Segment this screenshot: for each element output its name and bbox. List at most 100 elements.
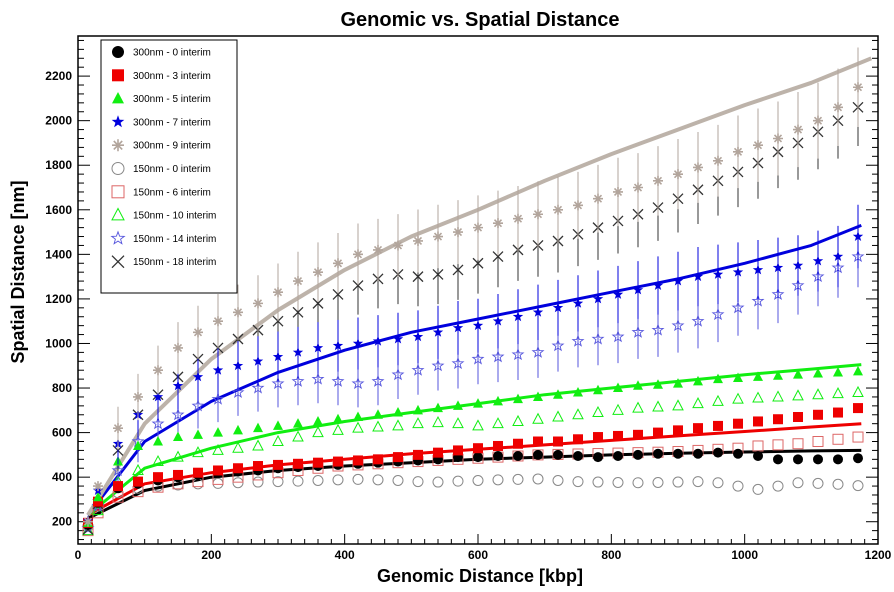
data-point bbox=[713, 447, 723, 458]
data-point bbox=[553, 449, 563, 460]
data-point bbox=[812, 436, 824, 448]
data-point bbox=[491, 349, 505, 363]
data-point bbox=[692, 271, 704, 282]
data-point bbox=[153, 436, 163, 446]
data-point bbox=[572, 297, 584, 308]
data-point bbox=[433, 402, 443, 413]
data-point bbox=[273, 287, 283, 298]
legend-swatch bbox=[111, 185, 125, 199]
data-point bbox=[532, 306, 544, 317]
data-point bbox=[232, 477, 244, 489]
data-point bbox=[173, 469, 183, 480]
data-point bbox=[153, 472, 163, 483]
x-tick-label: 1200 bbox=[865, 548, 892, 562]
data-point bbox=[673, 448, 683, 459]
data-point bbox=[752, 483, 764, 495]
data-point bbox=[171, 407, 185, 421]
data-point bbox=[432, 476, 444, 488]
data-point bbox=[713, 373, 723, 384]
data-point bbox=[632, 284, 644, 295]
data-point bbox=[232, 360, 244, 371]
data-point bbox=[852, 385, 864, 397]
legend-label: 150nm - 18 interim bbox=[133, 257, 216, 268]
data-point bbox=[92, 507, 104, 519]
data-point bbox=[333, 258, 343, 269]
data-point bbox=[572, 476, 584, 488]
data-point bbox=[693, 375, 703, 386]
data-point bbox=[792, 260, 804, 270]
data-point bbox=[613, 430, 623, 441]
data-point bbox=[772, 480, 784, 492]
data-point bbox=[412, 417, 424, 429]
data-point bbox=[672, 399, 684, 411]
data-point bbox=[252, 439, 264, 451]
data-point bbox=[452, 264, 464, 276]
x-axis-label: Genomic Distance [kbp] bbox=[377, 566, 583, 586]
data-point bbox=[373, 244, 383, 255]
data-point bbox=[272, 434, 284, 447]
data-point bbox=[693, 448, 703, 459]
data-point bbox=[492, 251, 504, 263]
legend-label: 300nm - 3 interim bbox=[133, 71, 211, 82]
data-point bbox=[312, 475, 324, 486]
chart-title: Genomic vs. Spatial Distance bbox=[341, 9, 620, 31]
data-point bbox=[411, 363, 425, 376]
data-point bbox=[653, 175, 663, 186]
data-point bbox=[773, 454, 783, 465]
data-point bbox=[812, 255, 824, 266]
data-point bbox=[712, 268, 724, 279]
x-tick-label: 0 bbox=[75, 548, 82, 562]
data-point bbox=[273, 459, 283, 470]
data-point bbox=[492, 315, 504, 326]
data-point bbox=[772, 262, 784, 273]
data-point bbox=[152, 454, 164, 467]
data-point bbox=[493, 450, 503, 461]
data-point bbox=[172, 380, 184, 391]
legend-swatch bbox=[110, 230, 126, 245]
data-point bbox=[511, 347, 525, 361]
data-point bbox=[153, 365, 163, 376]
data-point bbox=[671, 318, 685, 332]
data-point bbox=[292, 306, 304, 318]
data-point bbox=[832, 387, 844, 399]
data-point bbox=[312, 426, 324, 438]
data-point bbox=[93, 481, 103, 492]
data-point bbox=[632, 401, 644, 413]
series-group bbox=[82, 204, 864, 526]
data-point bbox=[672, 275, 684, 286]
data-point bbox=[673, 169, 683, 180]
y-tick-label: 800 bbox=[52, 381, 72, 395]
data-point bbox=[753, 416, 763, 427]
data-point bbox=[113, 423, 123, 434]
data-point bbox=[611, 329, 625, 343]
data-point bbox=[332, 423, 344, 435]
data-point bbox=[653, 379, 663, 389]
y-tick-label: 400 bbox=[52, 470, 72, 484]
data-point bbox=[412, 476, 424, 488]
data-point bbox=[453, 227, 463, 238]
data-point bbox=[833, 407, 843, 418]
legend-label: 300nm - 7 interim bbox=[133, 117, 211, 128]
data-point bbox=[573, 434, 583, 445]
data-point bbox=[432, 268, 444, 280]
data-point bbox=[133, 440, 143, 450]
data-point bbox=[832, 433, 844, 445]
data-point bbox=[493, 395, 503, 406]
data-point bbox=[412, 271, 424, 283]
x-tick-label: 400 bbox=[335, 548, 355, 562]
data-point bbox=[793, 124, 803, 135]
data-point bbox=[272, 351, 284, 362]
data-point bbox=[431, 358, 445, 372]
data-point bbox=[612, 477, 624, 489]
data-point bbox=[211, 392, 225, 405]
data-point bbox=[552, 410, 564, 422]
legend-swatch bbox=[112, 69, 124, 82]
y-tick-label: 1000 bbox=[45, 336, 72, 350]
legend-swatch bbox=[112, 139, 124, 152]
data-point bbox=[193, 429, 203, 439]
data-point bbox=[652, 477, 664, 489]
legend-label: 150nm - 6 interim bbox=[133, 187, 211, 198]
data-point bbox=[612, 289, 624, 299]
data-point bbox=[673, 425, 683, 436]
data-point bbox=[812, 388, 824, 400]
